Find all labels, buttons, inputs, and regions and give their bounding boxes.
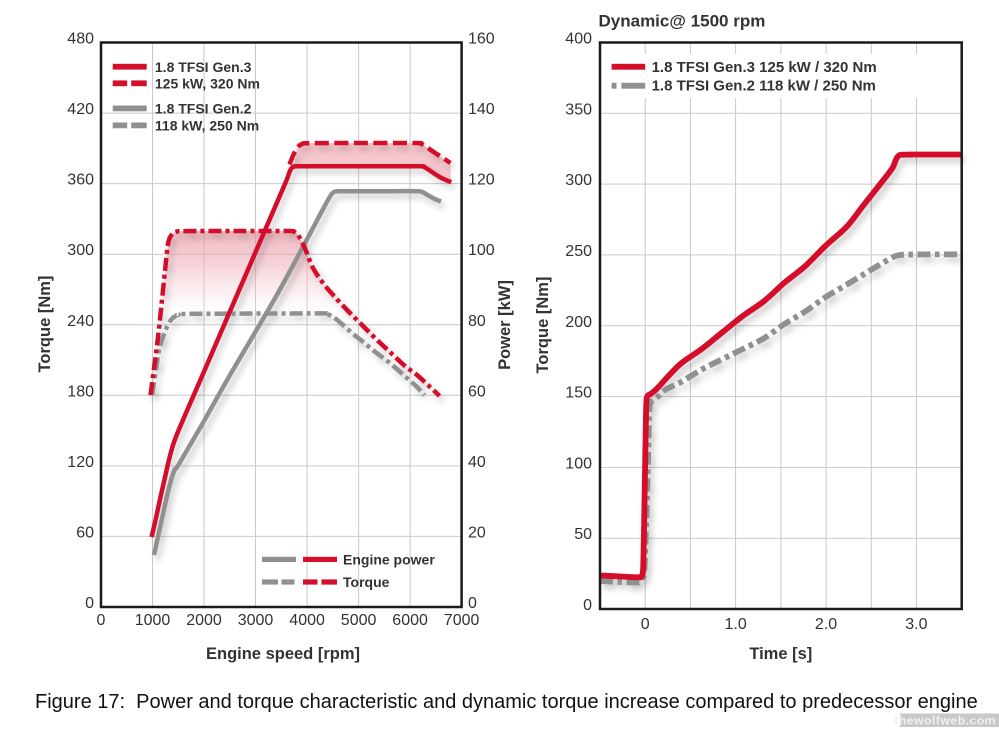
- svg-text:Time [s]: Time [s]: [749, 645, 812, 663]
- svg-text:2.0: 2.0: [815, 616, 837, 633]
- svg-text:1.8 TFSI Gen.3 125 kW / 320 Nm: 1.8 TFSI Gen.3 125 kW / 320 Nm: [652, 59, 877, 76]
- svg-text:420: 420: [67, 101, 94, 118]
- svg-text:1.8 TFSI Gen.3: 1.8 TFSI Gen.3: [155, 59, 252, 75]
- svg-text:0: 0: [641, 616, 650, 633]
- svg-text:Engine power: Engine power: [343, 551, 435, 567]
- svg-text:120: 120: [67, 454, 94, 471]
- svg-text:Engine speed [rpm]: Engine speed [rpm]: [206, 645, 360, 663]
- svg-text:60: 60: [76, 524, 94, 541]
- svg-text:5000: 5000: [341, 612, 377, 629]
- svg-text:Torque [Nm]: Torque [Nm]: [534, 277, 552, 374]
- svg-text:6000: 6000: [392, 612, 428, 629]
- svg-text:360: 360: [67, 172, 94, 189]
- svg-text:7000: 7000: [444, 612, 480, 629]
- svg-text:Figure 17: Power and torque c: Figure 17: Power and torque characterist…: [35, 691, 978, 713]
- svg-text:3000: 3000: [238, 612, 274, 629]
- svg-text:0: 0: [468, 595, 477, 612]
- svg-text:Dynamic@ 1500 rpm: Dynamic@ 1500 rpm: [599, 12, 766, 31]
- svg-text:Power [kW]: Power [kW]: [496, 280, 514, 370]
- svg-text:0: 0: [583, 597, 592, 614]
- svg-text:Torque: Torque: [343, 574, 390, 590]
- svg-text:Torque [Nm]: Torque [Nm]: [36, 276, 54, 373]
- svg-text:1.8 TFSI Gen.2: 1.8 TFSI Gen.2: [155, 101, 252, 117]
- svg-text:250: 250: [565, 243, 592, 260]
- svg-text:3.0: 3.0: [905, 616, 927, 633]
- svg-text:50: 50: [574, 526, 592, 543]
- svg-text:2000: 2000: [186, 612, 222, 629]
- svg-text:100: 100: [565, 455, 592, 472]
- svg-text:thewolfweb.com: thewolfweb.com: [894, 714, 996, 728]
- svg-text:60: 60: [468, 383, 486, 400]
- svg-text:125 kW, 320 Nm: 125 kW, 320 Nm: [155, 76, 260, 92]
- svg-text:118 kW, 250 Nm: 118 kW, 250 Nm: [155, 118, 259, 134]
- svg-text:100: 100: [468, 242, 495, 259]
- svg-text:300: 300: [67, 242, 94, 259]
- svg-text:300: 300: [565, 172, 592, 189]
- svg-text:80: 80: [468, 313, 486, 330]
- svg-text:480: 480: [67, 31, 94, 48]
- svg-text:1.8 TFSI Gen.2 118 kW / 250 Nm: 1.8 TFSI Gen.2 118 kW / 250 Nm: [652, 78, 876, 95]
- svg-text:40: 40: [468, 454, 486, 471]
- svg-text:20: 20: [468, 524, 486, 541]
- svg-text:200: 200: [565, 314, 592, 331]
- svg-text:240: 240: [67, 313, 94, 330]
- svg-text:4000: 4000: [289, 612, 325, 629]
- svg-text:1000: 1000: [135, 612, 171, 629]
- svg-text:150: 150: [565, 385, 592, 402]
- svg-text:120: 120: [468, 172, 495, 189]
- svg-text:350: 350: [565, 101, 592, 118]
- svg-text:400: 400: [565, 31, 592, 48]
- svg-text:0: 0: [85, 595, 94, 612]
- svg-text:180: 180: [67, 383, 94, 400]
- svg-text:160: 160: [468, 31, 495, 48]
- svg-text:0: 0: [97, 612, 106, 629]
- svg-text:140: 140: [468, 101, 495, 118]
- svg-text:1.0: 1.0: [724, 616, 746, 633]
